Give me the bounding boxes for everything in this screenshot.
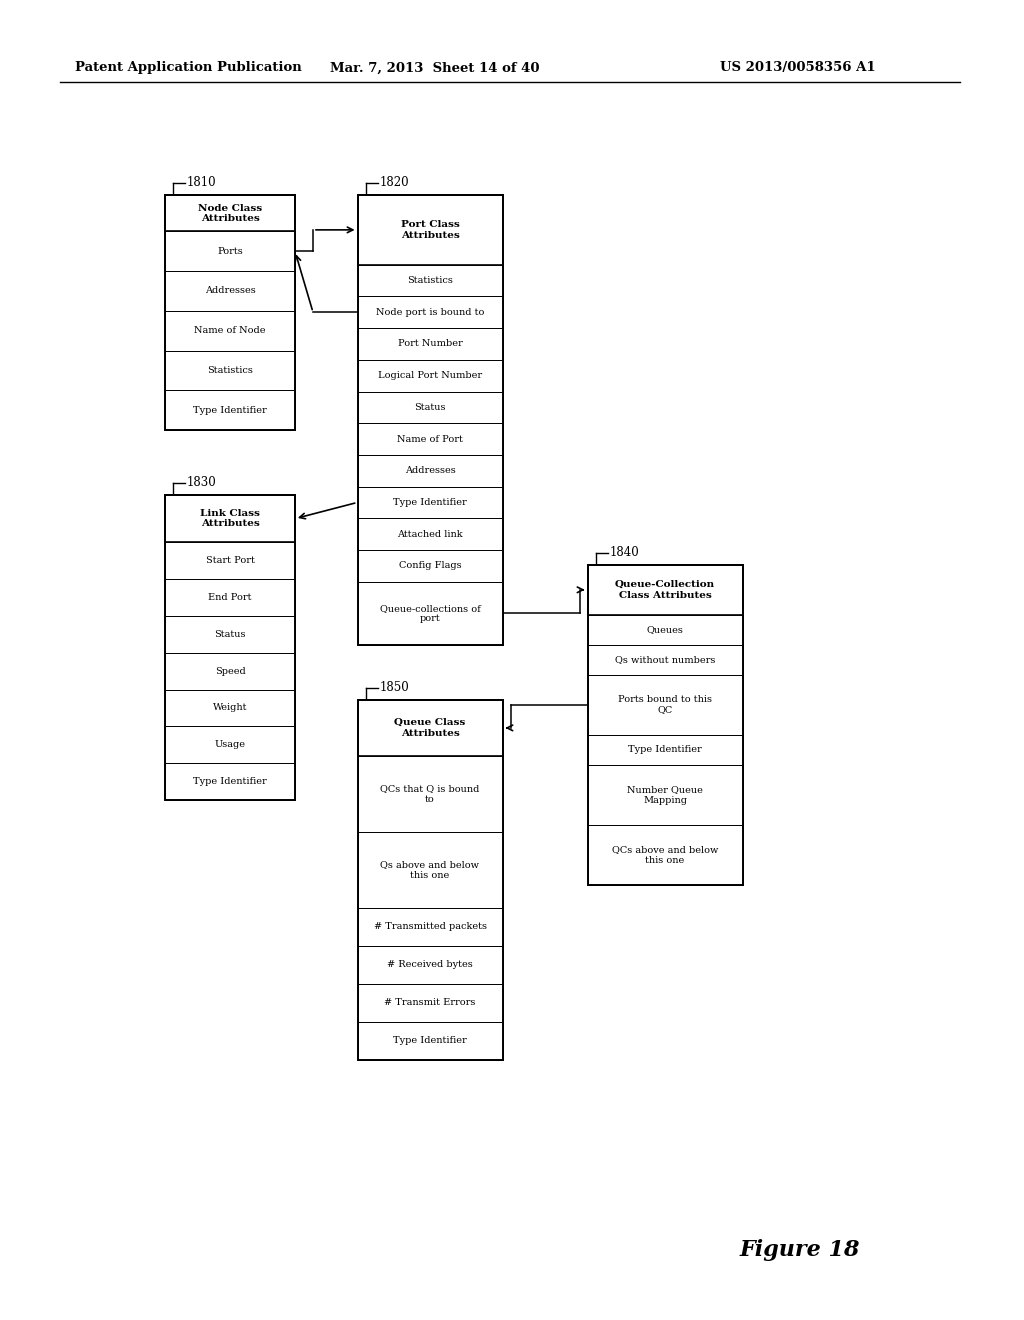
Text: Config Flags: Config Flags [398,561,462,570]
Bar [165,616,295,652]
Text: Type Identifier: Type Identifier [628,746,701,754]
Bar [588,615,742,644]
Text: Qs above and below
this one: Qs above and below this one [381,861,479,879]
Text: QCs that Q is bound
to: QCs that Q is bound to [380,784,479,804]
Text: 1830: 1830 [187,477,217,488]
Bar [357,297,503,329]
Bar [165,495,295,543]
Text: Queue-Collection
Class Attributes: Queue-Collection Class Attributes [615,579,715,599]
Text: Qs without numbers: Qs without numbers [614,655,715,664]
Bar [165,689,295,726]
Text: Node Class
Attributes: Node Class Attributes [198,203,262,223]
Text: Attached link: Attached link [397,529,463,539]
Text: Statistics: Statistics [207,366,253,375]
Bar [165,543,295,579]
Text: Speed: Speed [215,667,246,676]
Bar [357,195,503,265]
Text: Ports: Ports [217,247,243,256]
Bar [588,565,742,884]
Bar [357,700,503,756]
Text: Type Identifier: Type Identifier [393,498,467,507]
Text: US 2013/0058356 A1: US 2013/0058356 A1 [720,62,876,74]
Bar [357,392,503,424]
Text: Patent Application Publication: Patent Application Publication [75,62,302,74]
Text: Queue Class
Attributes: Queue Class Attributes [394,718,466,738]
Text: 1820: 1820 [380,176,410,189]
Text: Node port is bound to: Node port is bound to [376,308,484,317]
Bar [588,644,742,675]
Bar [588,764,742,825]
Text: QCs above and below
this one: QCs above and below this one [611,845,718,865]
Bar [165,763,295,800]
Text: # Transmit Errors: # Transmit Errors [384,998,476,1007]
Bar [357,582,503,645]
Text: Addresses: Addresses [404,466,456,475]
Bar [165,579,295,616]
Text: 1810: 1810 [187,176,217,189]
Bar [588,675,742,735]
Bar [165,391,295,430]
Text: Status: Status [415,403,445,412]
Text: Figure 18: Figure 18 [739,1239,860,1261]
Text: Mar. 7, 2013  Sheet 14 of 40: Mar. 7, 2013 Sheet 14 of 40 [331,62,540,74]
Bar [165,495,295,800]
Bar [357,946,503,983]
Bar [165,195,295,430]
Text: Status: Status [214,630,246,639]
Text: Queues: Queues [646,626,683,634]
Bar [165,726,295,763]
Bar [357,700,503,1060]
Text: Type Identifier: Type Identifier [194,777,267,787]
Bar [165,231,295,271]
Text: Port Class
Attributes: Port Class Attributes [400,220,460,239]
Bar [357,487,503,519]
Bar [357,195,503,645]
Text: # Transmitted packets: # Transmitted packets [374,923,486,932]
Bar [357,519,503,550]
Bar [165,310,295,351]
Bar [588,735,742,764]
Bar [165,271,295,310]
Text: Type Identifier: Type Identifier [393,1036,467,1045]
Bar [357,1022,503,1060]
Text: Number Queue
Mapping: Number Queue Mapping [627,785,702,805]
Text: Name of Port: Name of Port [397,434,463,444]
Bar [357,908,503,946]
Text: Statistics: Statistics [408,276,453,285]
Bar [357,424,503,455]
Text: # Received bytes: # Received bytes [387,961,473,969]
Bar [165,351,295,391]
Bar [357,329,503,360]
Bar [165,195,295,231]
Text: Addresses: Addresses [205,286,255,296]
Text: Link Class
Attributes: Link Class Attributes [200,510,260,528]
Bar [357,756,503,832]
Text: Logical Port Number: Logical Port Number [378,371,482,380]
Text: Queue-collections of
port: Queue-collections of port [380,603,480,623]
Text: Start Port: Start Port [206,556,254,565]
Text: Type Identifier: Type Identifier [194,405,267,414]
Text: End Port: End Port [208,593,252,602]
Bar [357,360,503,392]
Text: Name of Node: Name of Node [195,326,266,335]
Text: 1850: 1850 [380,681,410,694]
Bar [588,825,742,884]
Bar [357,455,503,487]
Bar [357,550,503,582]
Bar [357,832,503,908]
Text: Usage: Usage [214,741,246,750]
Text: Port Number: Port Number [397,339,463,348]
Bar [357,265,503,297]
Bar [357,983,503,1022]
Bar [588,565,742,615]
Text: Ports bound to this
QC: Ports bound to this QC [618,696,712,714]
Text: Weight: Weight [213,704,247,713]
Text: 1840: 1840 [609,546,639,558]
Bar [165,652,295,689]
